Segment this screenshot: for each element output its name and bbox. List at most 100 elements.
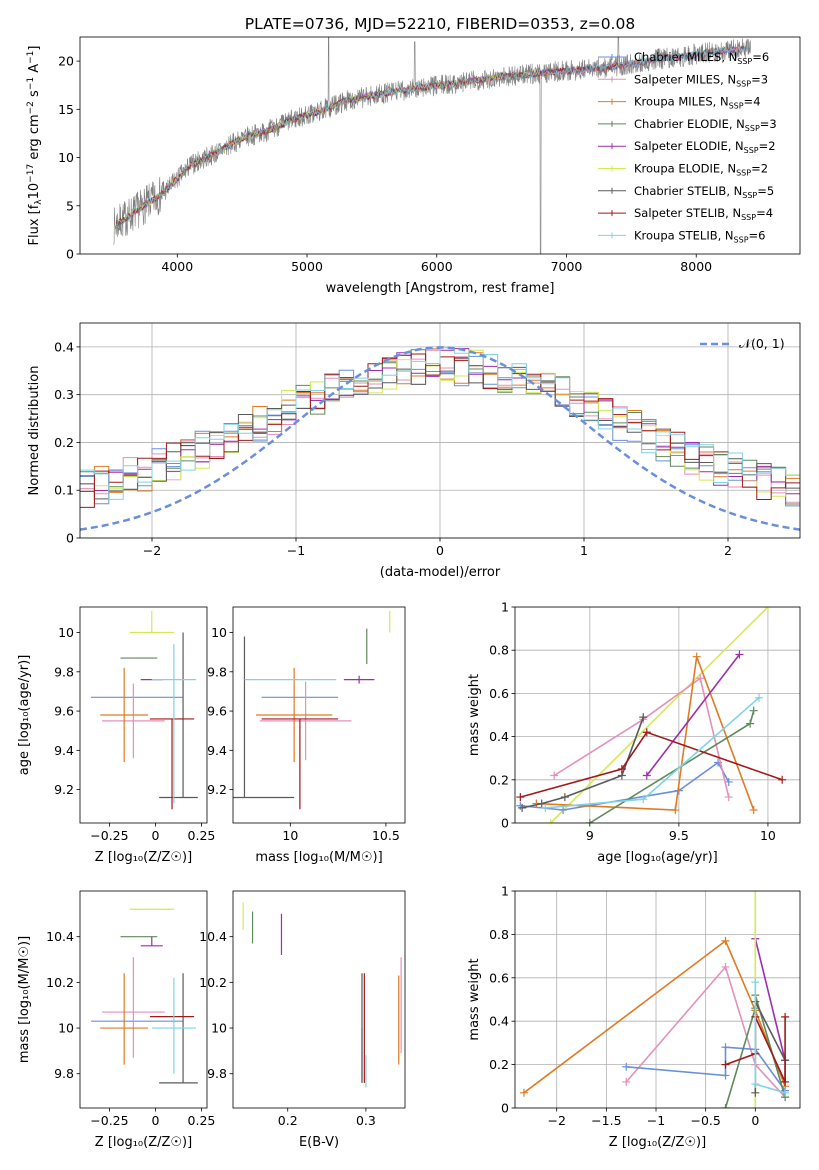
x-axis-label: Z [log₁₀(Z/Z☉)] bbox=[95, 1135, 192, 1150]
x-tick-label: 0.3 bbox=[356, 1113, 376, 1128]
y-tick-label: 0.4 bbox=[54, 339, 74, 354]
y-tick-label: 10.4 bbox=[199, 929, 227, 944]
mass-weight-point bbox=[751, 1080, 760, 1089]
mass-weight-point bbox=[541, 803, 550, 812]
mass-weight-point bbox=[751, 1104, 760, 1108]
plot-area bbox=[233, 610, 391, 810]
y-tick-label: 0 bbox=[66, 247, 74, 262]
plot-area bbox=[515, 607, 800, 823]
x-axis-label: Z [log₁₀(Z/Z☉)] bbox=[609, 1135, 706, 1150]
y-tick-label: 10.4 bbox=[46, 929, 74, 944]
x-tick-label: 10 bbox=[760, 828, 776, 843]
plot-area bbox=[91, 908, 198, 1084]
y-axis-label: age [log₁₀(age/yr)] bbox=[17, 655, 32, 776]
mass-weight-point bbox=[585, 819, 594, 823]
mass-weight-point bbox=[692, 652, 701, 661]
residual-histogram bbox=[80, 347, 800, 500]
mass-weight-point bbox=[696, 674, 705, 683]
y-tick-label: 9.8 bbox=[207, 1066, 227, 1081]
x-tick-label: 0 bbox=[751, 1113, 759, 1128]
mass-weight-point bbox=[721, 936, 730, 945]
mass-weight-point bbox=[721, 1060, 730, 1069]
x-tick-label: −1 bbox=[647, 1113, 665, 1128]
legend-label: Salpeter MILES, NSSP=3 bbox=[634, 72, 768, 88]
mass-weight-point bbox=[751, 891, 760, 895]
y-tick-label: 0.6 bbox=[489, 686, 509, 701]
mass-weight-point bbox=[546, 819, 555, 823]
mass-weight-point bbox=[560, 793, 569, 802]
mass-weight-series bbox=[536, 656, 755, 811]
legend-nssp: 3 bbox=[769, 117, 776, 131]
panel-3: 10 10.5 9.2 9.4 9.6 9.8 10 mass [log₁₀(M/M☉)] bbox=[207, 606, 406, 865]
legend-label: 𝒩(0, 1) bbox=[739, 336, 785, 351]
model-spectrum bbox=[115, 62, 618, 226]
x-tick-label: 2 bbox=[724, 543, 732, 558]
legend-label: Kroupa MILES, NSSP=4 bbox=[634, 95, 761, 111]
x-axis-label: Z [log₁₀(Z/Z☉)] bbox=[95, 850, 192, 865]
mass-weight-point bbox=[642, 728, 651, 737]
chart-title: PLATE=0736, MJD=52210, FIBERID=0353, z=0… bbox=[245, 15, 635, 33]
y-tick-label: 0.4 bbox=[489, 729, 509, 744]
mass-weight-point bbox=[763, 607, 772, 611]
axes-frame bbox=[79, 890, 208, 1109]
panel-7: −2 −1.5 −1 −0.5 0 0 0.2 0.4 0.6 0.8 1 Z [log₁₀(Z/Z☉… bbox=[467, 884, 801, 1150]
mass-weight-point bbox=[642, 771, 651, 780]
mass-weight-point bbox=[518, 803, 527, 812]
y-tick-label: 0 bbox=[501, 816, 509, 831]
mass-weight-point bbox=[781, 1012, 790, 1021]
y-tick-label: 0.1 bbox=[54, 483, 74, 498]
mass-weight-point bbox=[724, 777, 733, 786]
panel-6: 0.2 0.3 9.8 10 10.2 10.4 E(B-V) bbox=[199, 890, 406, 1150]
legend-name: Kroupa ELODIE bbox=[634, 162, 720, 176]
panel-2: −0.25 0 0.25 9.2 9.4 9.6 9.8 10 Z [log₁₀(Z/Z☉)] a… bbox=[17, 606, 216, 865]
x-tick-label: 10 bbox=[282, 828, 298, 843]
mass-weight-point bbox=[778, 775, 787, 784]
mass-weight-point bbox=[671, 806, 680, 815]
legend-name: Chabrier MILES bbox=[634, 50, 721, 64]
y-tick-label: 0.6 bbox=[489, 970, 509, 985]
x-tick-label: 0.25 bbox=[188, 828, 216, 843]
mass-weight-point bbox=[559, 806, 568, 815]
x-tick-label: 0 bbox=[436, 543, 444, 558]
legend-nssp: 2 bbox=[761, 162, 768, 176]
y-tick-label: 9.2 bbox=[207, 782, 227, 797]
legend-label: Chabrier ELODIE, NSSP=3 bbox=[634, 117, 777, 133]
x-tick-label: 4000 bbox=[161, 259, 193, 274]
axes-frame bbox=[232, 890, 406, 1109]
mass-weight-point bbox=[735, 650, 744, 659]
x-tick-label: 7000 bbox=[551, 259, 583, 274]
legend-nssp: 5 bbox=[767, 184, 774, 198]
x-tick-label: −0.5 bbox=[690, 1113, 720, 1128]
mass-weight-point bbox=[639, 713, 648, 722]
legend-name: Kroupa MILES bbox=[634, 95, 713, 109]
y-tick-label: 0.8 bbox=[489, 927, 509, 942]
x-tick-label: 9.5 bbox=[669, 828, 689, 843]
x-axis-label: E(B-V) bbox=[299, 1135, 339, 1150]
legend-name: Salpeter STELIB bbox=[634, 206, 725, 220]
mass-weight-point bbox=[751, 978, 760, 987]
panel-4: 9 9.5 10 0 0.2 0.4 0.6 0.8 1 age [log₁₀(age/yr)] m… bbox=[467, 600, 801, 865]
legend-name: Chabrier STELIB bbox=[634, 184, 726, 198]
y-tick-label: 9.2 bbox=[54, 782, 74, 797]
mass-weight-point bbox=[721, 1043, 730, 1052]
x-tick-label: 0.2 bbox=[278, 1113, 298, 1128]
plot-area bbox=[113, 37, 751, 254]
panel-1: −2 −1 0 1 2 0 0.1 0.2 0.3 0.4 (data-model)/error No… bbox=[27, 322, 801, 580]
panel-5: −0.25 0 0.25 9.8 10 10.2 10.4 Z [log₁₀(Z/Z☉)] ma… bbox=[17, 890, 215, 1150]
mass-weight-point bbox=[781, 1077, 790, 1086]
x-tick-label: 8000 bbox=[680, 259, 712, 274]
y-tick-label: 9.6 bbox=[207, 704, 227, 719]
y-tick-label: 9.4 bbox=[207, 743, 227, 758]
y-tick-label: 0.2 bbox=[54, 435, 74, 450]
y-tick-label: 0.4 bbox=[489, 1014, 509, 1029]
x-tick-label: 1 bbox=[580, 543, 588, 558]
axes-frame bbox=[514, 606, 801, 824]
legend-label: Salpeter STELIB, NSSP=4 bbox=[634, 206, 773, 222]
plot-area bbox=[91, 610, 198, 810]
y-tick-label: 9.8 bbox=[54, 1066, 74, 1081]
legend-label: Kroupa ELODIE, NSSP=2 bbox=[634, 162, 768, 178]
normal-reference-curve bbox=[80, 346, 800, 531]
x-tick-label: −0.25 bbox=[90, 828, 128, 843]
panel-0: 4000 5000 6000 7000 8000 0 5 10 15 20 wavelength [… bbox=[26, 36, 801, 296]
